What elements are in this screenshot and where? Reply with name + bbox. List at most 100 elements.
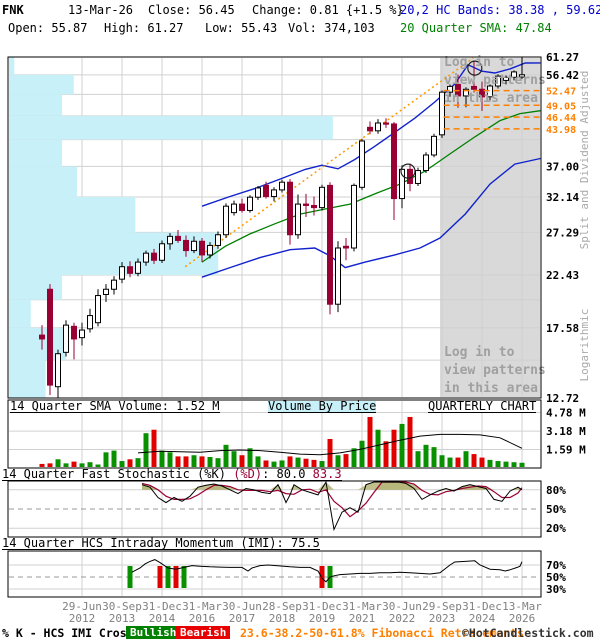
- panel-border: [7, 56, 542, 399]
- login-text[interactable]: view patterns: [444, 73, 546, 88]
- candle: [175, 235, 181, 241]
- volume-axis-label: 3.18 M: [546, 425, 586, 438]
- volume-bar: [47, 463, 53, 467]
- logarithmic-label: Logarithmic: [578, 309, 591, 382]
- volume-bar: [127, 459, 133, 467]
- login-text[interactable]: Log in to: [444, 345, 515, 360]
- volume-bar: [199, 456, 205, 467]
- volume-bar: [167, 452, 173, 467]
- low-value: Low: 55.43: [205, 21, 278, 35]
- panel-border: [7, 399, 542, 469]
- candle: [223, 205, 229, 236]
- date-axis-label: 31-Dec 2014: [142, 600, 182, 625]
- panel-border: [7, 480, 542, 538]
- stochastic-k-value: : 80.0: [262, 467, 313, 481]
- volume-bar: [471, 454, 477, 467]
- trendline: [184, 57, 474, 268]
- volume-by-price-label: Volume By Price: [268, 399, 377, 413]
- volume-bar: [223, 444, 229, 467]
- volume-bar: [399, 423, 405, 467]
- volume-bar: [263, 460, 269, 467]
- imi-signal-bar: [173, 566, 179, 588]
- volume-bar: [215, 458, 221, 467]
- candle: [399, 168, 405, 200]
- candle: [415, 170, 421, 184]
- volume-bar: [319, 461, 325, 467]
- login-text[interactable]: view patterns: [444, 363, 546, 378]
- volume-bar: [143, 433, 149, 467]
- fib-axis-label: 52.47: [546, 87, 576, 98]
- volume-sma-line: [137, 433, 523, 456]
- candle: [215, 234, 221, 246]
- volume-bar: [447, 457, 453, 467]
- volume-bar: [151, 429, 157, 467]
- vbp-bar: [9, 94, 63, 116]
- candle: [111, 279, 117, 290]
- candle: [271, 189, 277, 198]
- volume-bar: [287, 456, 293, 467]
- volume-bar: [327, 439, 333, 467]
- vbp-bar: [9, 274, 63, 300]
- stochastic-title-d: (%D): [233, 467, 263, 481]
- vbp-bar: [9, 57, 15, 75]
- price-axis-label: 37.00: [546, 160, 579, 173]
- volume-bar: [391, 429, 397, 467]
- volume-bar: [303, 458, 309, 467]
- bullish-badge: Bullish: [126, 626, 181, 639]
- candle: [511, 71, 517, 78]
- volume-bar: [463, 451, 469, 467]
- imi-panel-title: 14 Quarter HCS Intraday Momentum (IMI): …: [2, 536, 320, 550]
- volume-bar: [455, 457, 461, 467]
- date-axis-label: 28-Sep 2018: [262, 600, 302, 625]
- vbp-bar: [9, 74, 74, 95]
- candle: [199, 240, 205, 256]
- candle: [375, 122, 381, 132]
- candle: [447, 85, 453, 93]
- volume-bar: [71, 461, 77, 467]
- change-value: Change: 0.81 {+1.5 %}: [252, 3, 404, 17]
- imi-axis-label: 70%: [546, 559, 566, 572]
- volume-bar: [159, 450, 165, 467]
- volume-bar: [383, 441, 389, 467]
- imi-signal-bar: [181, 566, 187, 588]
- candle: [119, 266, 125, 280]
- volume-bar: [335, 455, 341, 467]
- fib-axis-label: 49.05: [546, 101, 576, 112]
- vbp-bar: [9, 139, 63, 167]
- volume-bar: [279, 460, 285, 467]
- candle: [247, 196, 253, 211]
- candle: [135, 261, 141, 274]
- stochastic-title-k: 14 Quarter Fast Stochastic (%K): [2, 467, 234, 481]
- candle: [351, 184, 357, 249]
- date-axis-label: 31-Dec 2024: [462, 600, 502, 625]
- date-axis-label: 31-Mar 2016: [182, 600, 222, 625]
- volume-bar: [175, 456, 181, 467]
- date-axis-label: 31-Mar 2021: [342, 600, 382, 625]
- candle: [191, 240, 197, 252]
- login-text[interactable]: Log in to: [444, 55, 515, 70]
- price-axis-label: 32.14: [546, 191, 579, 204]
- volume-bar: [415, 451, 421, 467]
- imi-signal-bar: [127, 566, 133, 588]
- volume-value: Vol: 374,103: [288, 21, 375, 35]
- price-axis-label: 17.58: [546, 322, 579, 335]
- volume-bar: [495, 461, 501, 467]
- vbp-bar: [9, 299, 31, 328]
- login-text[interactable]: in this area: [444, 91, 538, 106]
- candle: [207, 244, 213, 256]
- volume-bar: [119, 461, 125, 467]
- vbp-bar: [9, 115, 333, 140]
- volume-bar: [423, 444, 429, 467]
- fib-legend-label: 23.6-38.2-50-61.8% Fibonacci Retracement…: [240, 626, 524, 640]
- candle: [327, 184, 333, 305]
- quarterly-chart-label: QUARTERLY CHART: [428, 399, 537, 413]
- date-axis-label: 31-Dec 2019: [302, 600, 342, 625]
- candle: [487, 85, 493, 98]
- volume-bar: [311, 459, 317, 467]
- candle: [319, 186, 325, 209]
- candle: [303, 203, 309, 206]
- stoch-d-line: [141, 481, 523, 518]
- volume-bar: [439, 455, 445, 467]
- login-text[interactable]: in this area: [444, 381, 538, 396]
